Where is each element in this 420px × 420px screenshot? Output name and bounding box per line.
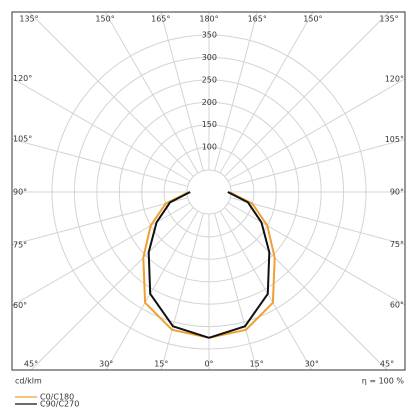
angle-tick-label: 105°	[13, 135, 32, 144]
legend-label: C90/C270	[40, 400, 79, 409]
angle-tick-label: 15°	[250, 360, 264, 369]
angle-tick-label: 60°	[13, 301, 27, 310]
radial-grid-line	[227, 202, 405, 306]
radial-grid-line	[224, 12, 390, 177]
radial-grid-line	[214, 213, 258, 370]
r-tick-label: 100	[202, 143, 217, 152]
angle-tick-label: 135°	[19, 15, 38, 24]
r-tick-label: 350	[202, 31, 217, 40]
angle-tick-label: 30°	[99, 360, 113, 369]
unit-label: cd/klm	[15, 377, 42, 386]
radial-grid-line	[230, 197, 405, 246]
radial-grid-line	[28, 12, 194, 177]
legend-label: C0/C180	[40, 393, 74, 402]
angle-tick-label: 150°	[95, 15, 114, 24]
angle-tick-label: 135°	[379, 15, 398, 24]
angle-tick-label: 60°	[390, 301, 404, 310]
intensity-curve	[147, 191, 210, 339]
radial-grid-line	[214, 12, 258, 171]
angle-tick-label: 120°	[13, 74, 32, 83]
r-tick-label: 300	[202, 53, 217, 62]
angle-tick-label: 45°	[24, 360, 38, 369]
intensity-curve	[142, 191, 210, 339]
angle-tick-label: 120°	[385, 74, 404, 83]
angle-tick-label: 75°	[13, 240, 27, 249]
efficiency-label: η = 100 %	[362, 377, 405, 386]
angle-tick-label: 165°	[248, 15, 267, 24]
angle-tick-label: 105°	[385, 135, 404, 144]
r-tick-label: 250	[202, 75, 217, 84]
radial-grid-line	[224, 207, 388, 370]
radial-grid-line	[12, 202, 191, 307]
plot-frame	[11, 11, 406, 371]
angle-tick-label: 30°	[305, 360, 319, 369]
radial-grid-line	[219, 210, 313, 370]
radial-grid-line	[12, 197, 188, 246]
radial-grid-line	[227, 78, 405, 182]
radial-grid-line	[12, 138, 188, 187]
angle-tick-label: 75°	[390, 240, 404, 249]
angle-tick-label: 165°	[151, 15, 170, 24]
radial-grid-line	[230, 138, 405, 187]
angle-tick-label: 15°	[154, 360, 168, 369]
r-tick-label: 150	[202, 120, 217, 129]
angle-tick-label: 180°	[199, 15, 218, 24]
intensity-curve	[208, 191, 276, 339]
radial-grid-line	[104, 12, 199, 174]
inner-ring	[186, 169, 232, 215]
angle-tick-label: 90°	[13, 188, 27, 197]
angle-tick-label: 90°	[390, 188, 404, 197]
angle-tick-label: 45°	[380, 360, 394, 369]
r-tick-label: 200	[202, 98, 217, 107]
angle-tick-label: 150°	[303, 15, 322, 24]
radial-grid-line	[160, 12, 204, 171]
radial-grid-line	[105, 210, 199, 370]
radial-grid-line	[219, 12, 314, 174]
radial-grid-line	[160, 213, 204, 370]
intensity-curve	[208, 191, 271, 339]
radial-grid-line	[30, 207, 194, 370]
angle-tick-label: 0°	[204, 360, 213, 369]
radial-grid-line	[12, 77, 191, 182]
